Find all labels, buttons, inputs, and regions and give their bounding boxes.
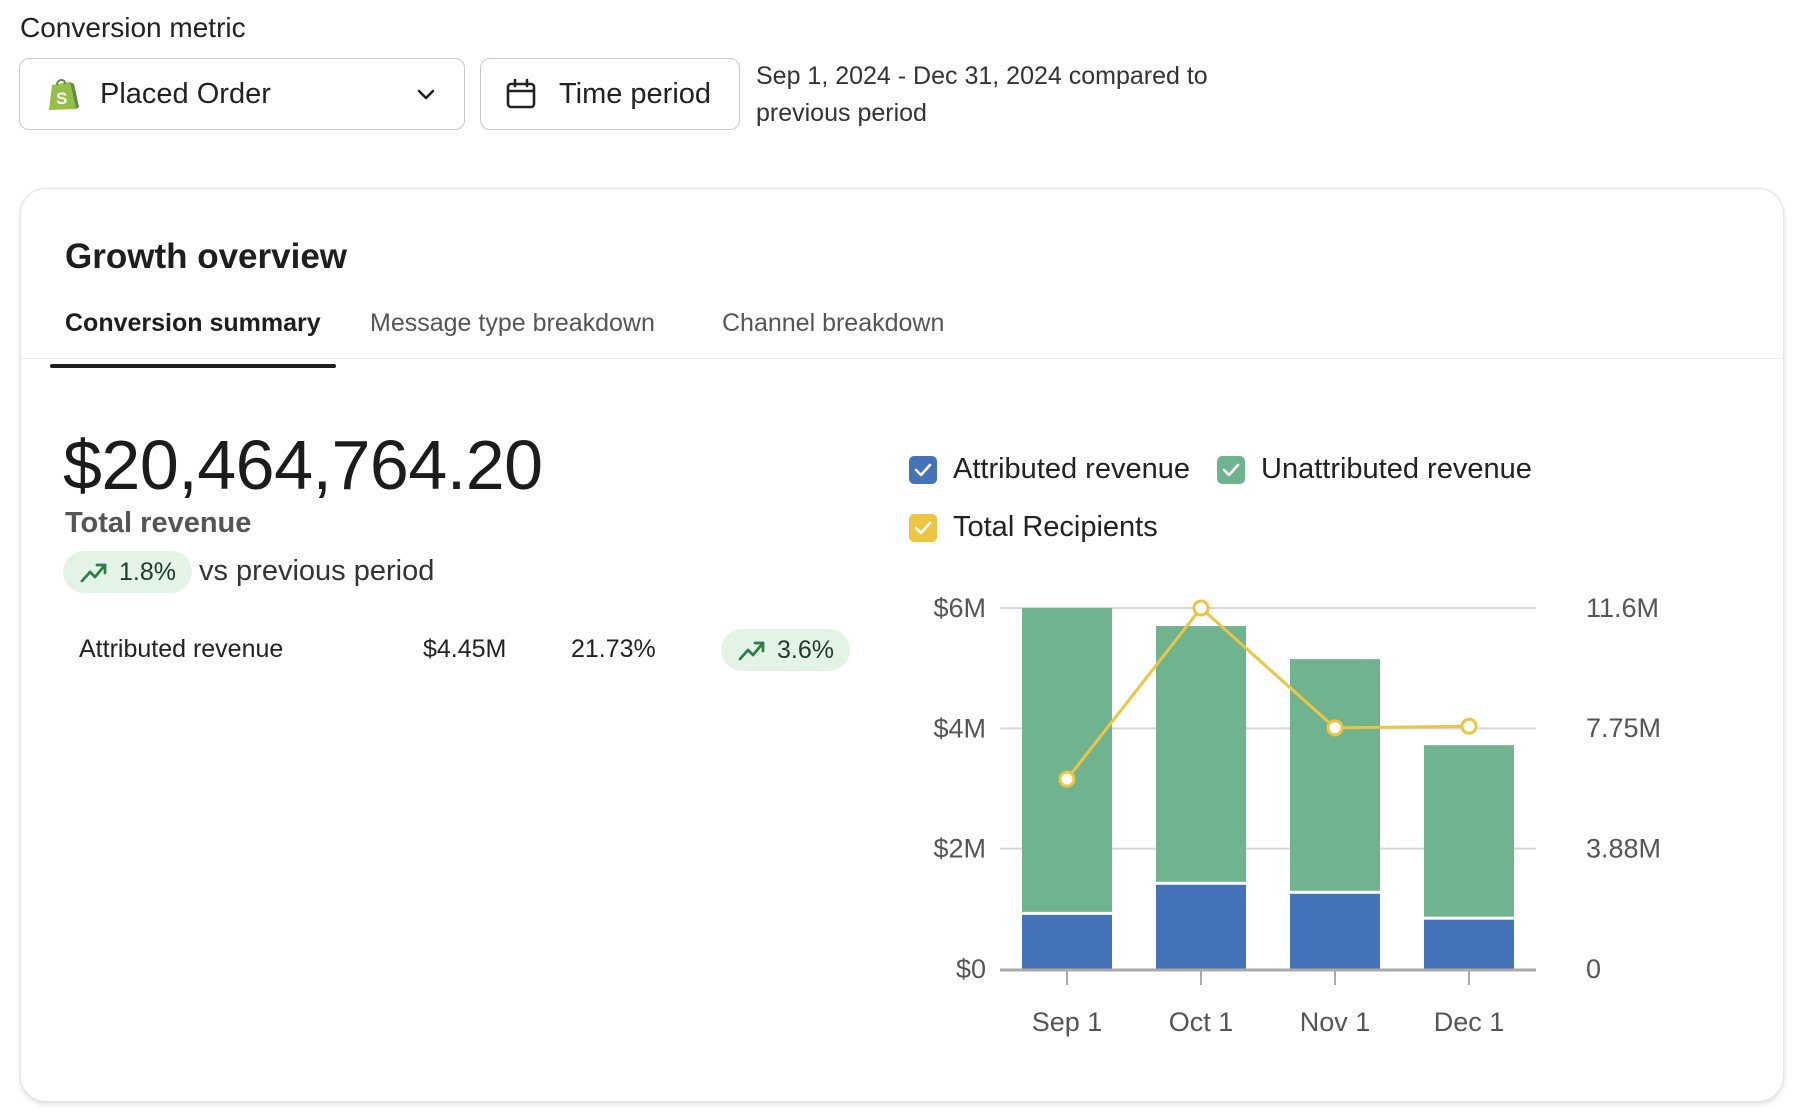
- svg-text:S: S: [56, 89, 67, 108]
- time-period-button[interactable]: Time period: [480, 58, 740, 130]
- bar-unattributed: [1156, 626, 1246, 882]
- legend-unattributed-revenue[interactable]: Unattributed revenue: [1217, 453, 1532, 486]
- bar-unattributed: [1022, 608, 1112, 912]
- shopify-icon: S: [49, 79, 79, 110]
- x-tick-label: Dec 1: [1434, 1007, 1505, 1037]
- y-right-tick-label: 3.88M: [1586, 833, 1661, 863]
- x-tick-label: Nov 1: [1300, 1007, 1371, 1037]
- change-percent: 1.8%: [119, 557, 176, 586]
- trending-up-icon: [80, 563, 107, 583]
- recipients-point: [1058, 770, 1076, 788]
- y-left-tick-label: $2M: [933, 834, 986, 864]
- y-left-tick-label: $4M: [933, 713, 986, 743]
- legend-label: Attributed revenue: [953, 453, 1190, 485]
- bar-attributed: [1290, 893, 1380, 969]
- active-tab-indicator: [50, 364, 336, 368]
- legend-label: Unattributed revenue: [1261, 453, 1532, 485]
- legend-total-recipients[interactable]: Total Recipients: [909, 511, 1158, 544]
- conversion-metric-label: Conversion metric: [20, 12, 246, 43]
- total-revenue-label: Total revenue: [65, 507, 252, 539]
- row-change-badge: 3.6%: [721, 629, 850, 671]
- bar-unattributed: [1424, 745, 1514, 917]
- recipients-line: [1065, 605, 1470, 781]
- y-right-tick-label: 11.6M: [1586, 593, 1659, 623]
- recipients-point: [1460, 717, 1478, 735]
- time-period-label: Time period: [559, 77, 712, 110]
- bar-attributed: [1424, 919, 1514, 969]
- y-right-tick-label: 7.75M: [1586, 713, 1661, 743]
- y-right-tick-label: 0: [1586, 954, 1601, 984]
- tab-channel-breakdown[interactable]: Channel breakdown: [722, 309, 945, 337]
- tab-bar: Conversion summary Message type breakdow…: [21, 309, 1783, 359]
- checkbox-checked-icon: [909, 455, 937, 484]
- row-share: 21.73%: [571, 635, 656, 663]
- trending-up-icon: [738, 641, 765, 661]
- y-left-tick-label: $0: [956, 954, 986, 984]
- recipients-point: [1192, 599, 1210, 617]
- change-badge: 1.8%: [63, 551, 192, 593]
- row-change-percent: 3.6%: [777, 635, 834, 664]
- row-amount: $4.45M: [423, 635, 507, 663]
- checkbox-checked-icon: [909, 513, 937, 542]
- chevron-down-icon: [417, 89, 435, 100]
- x-tick-label: Oct 1: [1169, 1007, 1234, 1037]
- period-description: Sep 1, 2024 - Dec 31, 2024 compared to p…: [756, 62, 1208, 127]
- tab-message-type-breakdown[interactable]: Message type breakdown: [370, 309, 655, 337]
- tab-conversion-summary[interactable]: Conversion summary: [65, 309, 321, 337]
- vs-previous-period: vs previous period: [199, 555, 435, 587]
- conversion-metric-select[interactable]: S Placed Order: [19, 58, 465, 130]
- checkbox-checked-icon: [1217, 455, 1245, 484]
- revenue-chart: $0 $2M $4M $6M 0 3.88M 7.75M 11.6M Sep 1 Oct 1 Nov…: [933, 593, 1661, 1037]
- y-left-tick-label: $6M: [933, 593, 986, 623]
- growth-overview-card: Growth overview Conversion summary Messa…: [20, 188, 1784, 1102]
- row-name: Attributed revenue: [79, 635, 284, 663]
- legend-attributed-revenue[interactable]: Attributed revenue: [909, 453, 1190, 486]
- bar-attributed: [1022, 914, 1112, 969]
- x-tick-label: Sep 1: [1032, 1007, 1103, 1037]
- metric-select-value: Placed Order: [100, 77, 271, 110]
- bar-attributed: [1156, 884, 1246, 969]
- legend-label: Total Recipients: [953, 511, 1158, 543]
- recipients-point: [1326, 719, 1344, 737]
- card-title: Growth overview: [65, 237, 348, 276]
- calendar-icon: [506, 78, 536, 109]
- total-revenue-value: $20,464,764.20: [63, 426, 543, 504]
- bar-unattributed: [1290, 659, 1380, 891]
